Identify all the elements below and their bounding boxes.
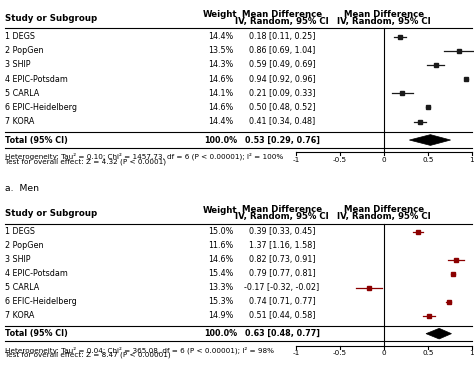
Text: 0.21 [0.09, 0.33]: 0.21 [0.09, 0.33] xyxy=(249,89,315,98)
Text: 15.4%: 15.4% xyxy=(208,269,233,278)
Text: 6 EPIC-Heidelberg: 6 EPIC-Heidelberg xyxy=(5,103,77,112)
Text: 14.1%: 14.1% xyxy=(208,89,233,98)
Text: a.  Men: a. Men xyxy=(5,184,39,193)
Text: IV, Random, 95% CI: IV, Random, 95% CI xyxy=(337,17,431,26)
Text: 6 EFIC-Heidelberg: 6 EFIC-Heidelberg xyxy=(5,297,76,306)
Text: Total (95% CI): Total (95% CI) xyxy=(5,136,68,144)
Text: 0.53 [0.29, 0.76]: 0.53 [0.29, 0.76] xyxy=(245,136,319,144)
Text: 1: 1 xyxy=(469,351,474,356)
Text: 0.18 [0.11, 0.25]: 0.18 [0.11, 0.25] xyxy=(249,32,315,41)
Text: 14.4%: 14.4% xyxy=(208,32,233,41)
Text: 14.6%: 14.6% xyxy=(208,255,233,264)
Text: -0.5: -0.5 xyxy=(333,157,347,163)
Text: 5 CARLA: 5 CARLA xyxy=(5,89,39,98)
Text: 3 SHIP: 3 SHIP xyxy=(5,61,30,69)
Text: 14.6%: 14.6% xyxy=(208,103,233,112)
Text: Test for overall effect: Z = 4.32 (P < 0.0001): Test for overall effect: Z = 4.32 (P < 0… xyxy=(5,158,166,164)
Text: 0.39 [0.33, 0.45]: 0.39 [0.33, 0.45] xyxy=(249,227,315,236)
Text: Mean Difference: Mean Difference xyxy=(344,205,424,214)
Text: 1.37 [1.16, 1.58]: 1.37 [1.16, 1.58] xyxy=(249,241,315,250)
Text: Weight: Weight xyxy=(203,206,238,215)
Text: 1 DEGS: 1 DEGS xyxy=(5,227,35,236)
Text: IV, Random, 95% CI: IV, Random, 95% CI xyxy=(235,213,329,221)
Text: -1: -1 xyxy=(292,157,300,163)
Text: 0.50 [0.48, 0.52]: 0.50 [0.48, 0.52] xyxy=(249,103,315,112)
Text: -0.5: -0.5 xyxy=(333,351,347,356)
Text: 7 KORA: 7 KORA xyxy=(5,117,34,126)
Text: 13.3%: 13.3% xyxy=(208,283,233,292)
Text: 0.59 [0.49, 0.69]: 0.59 [0.49, 0.69] xyxy=(249,61,315,69)
Text: 0: 0 xyxy=(382,351,386,356)
Text: Study or Subgroup: Study or Subgroup xyxy=(5,209,97,218)
Text: 0.41 [0.34, 0.48]: 0.41 [0.34, 0.48] xyxy=(249,117,315,126)
Polygon shape xyxy=(410,135,451,146)
Text: 11.6%: 11.6% xyxy=(208,241,233,250)
Text: Heterogeneity: Tau² = 0.04; Chi² = 365.08, df = 6 (P < 0.00001); I² = 98%: Heterogeneity: Tau² = 0.04; Chi² = 365.0… xyxy=(5,346,274,354)
Text: 100.0%: 100.0% xyxy=(204,136,237,144)
Text: IV, Random, 95% CI: IV, Random, 95% CI xyxy=(235,17,329,26)
Polygon shape xyxy=(426,328,451,339)
Text: 0: 0 xyxy=(382,157,386,163)
Text: IV, Random, 95% CI: IV, Random, 95% CI xyxy=(337,213,431,221)
Text: 2 PopGen: 2 PopGen xyxy=(5,46,43,55)
Text: 2 PopGen: 2 PopGen xyxy=(5,241,43,250)
Text: 0.5: 0.5 xyxy=(422,157,434,163)
Text: Weight: Weight xyxy=(203,11,238,19)
Text: 0.94 [0.92, 0.96]: 0.94 [0.92, 0.96] xyxy=(249,75,315,84)
Text: 15.3%: 15.3% xyxy=(208,297,233,306)
Text: -0.17 [-0.32, -0.02]: -0.17 [-0.32, -0.02] xyxy=(245,283,319,292)
Text: 100.0%: 100.0% xyxy=(204,329,237,338)
Text: Total (95% CI): Total (95% CI) xyxy=(5,329,68,338)
Text: 13.5%: 13.5% xyxy=(208,46,233,55)
Text: Test for overall effect: Z = 8.47 (P < 0.00001): Test for overall effect: Z = 8.47 (P < 0… xyxy=(5,352,170,358)
Text: 0.86 [0.69, 1.04]: 0.86 [0.69, 1.04] xyxy=(249,46,315,55)
Text: 7 KORA: 7 KORA xyxy=(5,311,34,320)
Text: 5 CARLA: 5 CARLA xyxy=(5,283,39,292)
Text: 1: 1 xyxy=(469,157,474,163)
Text: 4 EPIC-Potsdam: 4 EPIC-Potsdam xyxy=(5,269,68,278)
Text: Mean Difference: Mean Difference xyxy=(344,10,424,19)
Text: Mean Difference: Mean Difference xyxy=(242,205,322,214)
Text: 0.82 [0.73, 0.91]: 0.82 [0.73, 0.91] xyxy=(249,255,315,264)
Text: 4 EPIC-Potsdam: 4 EPIC-Potsdam xyxy=(5,75,68,84)
Text: Study or Subgroup: Study or Subgroup xyxy=(5,14,97,22)
Text: 14.4%: 14.4% xyxy=(208,117,233,126)
Text: Heterogeneity: Tau² = 0.10; Chi² = 1457.73, df = 6 (P < 0.00001); I² = 100%: Heterogeneity: Tau² = 0.10; Chi² = 1457.… xyxy=(5,153,283,160)
Text: 15.0%: 15.0% xyxy=(208,227,233,236)
Text: 3 SHIP: 3 SHIP xyxy=(5,255,30,264)
Text: 0.5: 0.5 xyxy=(422,351,434,356)
Text: 0.63 [0.48, 0.77]: 0.63 [0.48, 0.77] xyxy=(245,329,319,338)
Text: 14.6%: 14.6% xyxy=(208,75,233,84)
Text: 0.74 [0.71, 0.77]: 0.74 [0.71, 0.77] xyxy=(249,297,315,306)
Text: 0.79 [0.77, 0.81]: 0.79 [0.77, 0.81] xyxy=(249,269,315,278)
Text: Mean Difference: Mean Difference xyxy=(242,10,322,19)
Text: -1: -1 xyxy=(292,351,300,356)
Text: 1 DEGS: 1 DEGS xyxy=(5,32,35,41)
Text: 14.3%: 14.3% xyxy=(208,61,233,69)
Text: 14.9%: 14.9% xyxy=(208,311,233,320)
Text: 0.51 [0.44, 0.58]: 0.51 [0.44, 0.58] xyxy=(249,311,315,320)
